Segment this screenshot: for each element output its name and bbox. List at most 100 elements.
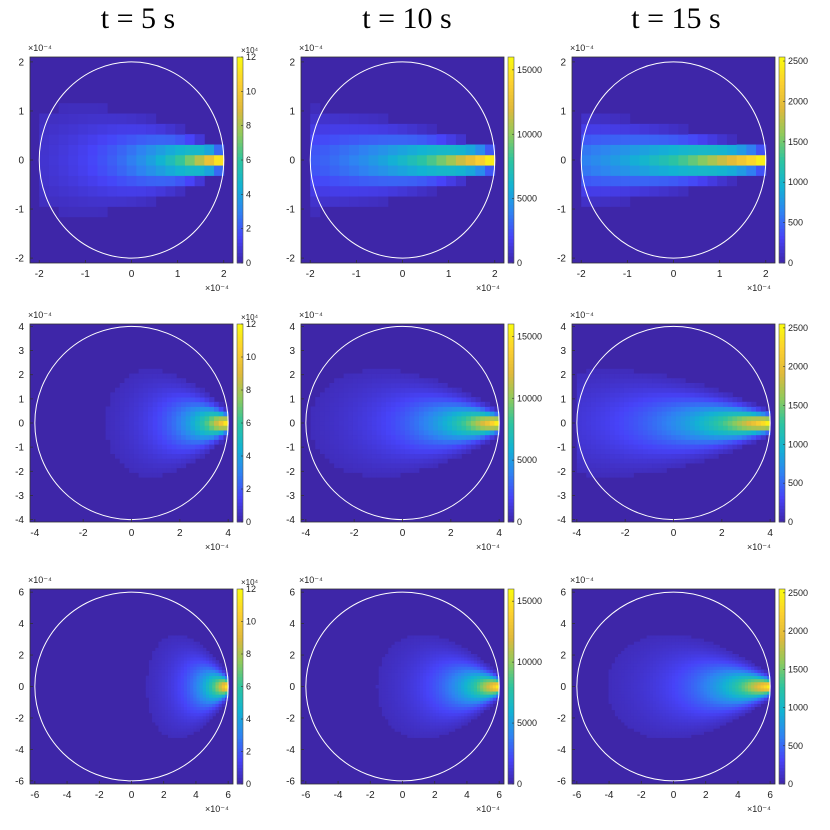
heatmap-cell <box>461 411 467 417</box>
heatmap-cell <box>640 657 644 661</box>
heatmap-cell <box>190 448 196 455</box>
heatmap-cell <box>174 672 178 677</box>
heatmap-cell <box>394 644 399 649</box>
heatmap-cell <box>400 654 405 658</box>
colorbar-segment <box>508 449 514 454</box>
heatmap-cell <box>164 684 169 689</box>
heatmap-cell <box>161 709 166 714</box>
heatmap-cell <box>161 638 166 643</box>
heatmap-cell <box>451 709 456 714</box>
y-tick-label: -3 <box>15 491 24 502</box>
heatmap-cell <box>329 411 335 417</box>
heatmap-cell <box>608 672 613 677</box>
heatmap-cell <box>161 675 166 680</box>
heatmap-cell <box>467 712 472 717</box>
heatmap-cell <box>624 684 628 689</box>
heatmap-cell <box>133 397 139 403</box>
heatmap-cell <box>400 715 405 720</box>
heatmap-cell <box>429 663 434 667</box>
heatmap-cell <box>446 165 457 176</box>
colorbar-segment <box>508 166 514 171</box>
heatmap-cell <box>404 706 408 711</box>
heatmap-cell <box>175 134 186 145</box>
heatmap-cell <box>124 463 130 469</box>
colorbar-segment <box>237 350 243 355</box>
colorbar-segment <box>237 489 243 493</box>
heatmap-cell <box>451 691 456 695</box>
heatmap-cell <box>685 430 691 436</box>
colorbar-segment <box>237 166 243 171</box>
heatmap-cell <box>621 694 625 698</box>
heatmap-cell <box>433 378 439 384</box>
heatmap-cell <box>329 453 335 459</box>
heatmap-cell <box>457 647 462 652</box>
colorbar-segment <box>779 439 785 444</box>
heatmap-cell <box>78 165 89 176</box>
heatmap-cell <box>394 715 399 720</box>
heatmap-cell <box>183 734 188 738</box>
heatmap-cell <box>157 467 163 473</box>
heatmap-cell <box>394 663 399 667</box>
heatmap-cell <box>690 382 696 389</box>
heatmap-cell <box>423 688 427 692</box>
heatmap-cell <box>416 706 421 711</box>
heatmap-cell <box>395 439 401 445</box>
heatmap-cell <box>419 411 425 417</box>
heatmap-cell <box>426 712 430 717</box>
heatmap-cell <box>116 185 128 197</box>
heatmap-cell <box>649 165 660 176</box>
heatmap-cell <box>760 406 766 412</box>
heatmap-cell <box>680 463 686 469</box>
heatmap-cell <box>310 406 316 412</box>
colorbar-segment <box>237 132 243 137</box>
x-tick-label: 0 <box>129 790 135 801</box>
heatmap-cell <box>357 373 363 379</box>
heatmap-cell <box>177 681 182 686</box>
heatmap-cell <box>619 439 625 445</box>
heatmap-cell <box>713 448 719 455</box>
heatmap-cell <box>661 382 667 389</box>
heatmap-cell <box>464 669 468 673</box>
heatmap-cell <box>68 144 79 156</box>
heatmap-cell <box>209 444 215 450</box>
heatmap-cell <box>407 641 411 646</box>
heatmap-cell <box>633 382 639 389</box>
heatmap-cell <box>419 681 424 686</box>
heatmap-cell <box>435 675 440 680</box>
heatmap-cell <box>124 406 130 412</box>
heatmap-cell <box>343 439 349 445</box>
heatmap-cell <box>152 700 156 704</box>
heatmap-cell <box>637 715 641 720</box>
heatmap-cell <box>627 660 632 664</box>
heatmap-cell <box>390 430 396 436</box>
colorbar-segment <box>237 673 243 678</box>
colorbar-segment <box>508 142 514 147</box>
heatmap-cell <box>694 387 700 393</box>
colorbar-segment <box>508 353 514 358</box>
heatmap-cell <box>214 165 225 176</box>
heatmap-cell <box>148 694 153 698</box>
heatmap-cell <box>633 644 638 649</box>
heatmap-cell <box>442 415 448 422</box>
heatmap-cell <box>386 434 392 440</box>
heatmap-cell <box>158 712 163 717</box>
y-tick-label: 0 <box>18 682 24 693</box>
heatmap-cell <box>618 709 622 714</box>
heatmap-cell <box>186 703 191 707</box>
colorbar-segment <box>237 479 243 483</box>
colorbar-segment <box>779 479 785 483</box>
heatmap-cell <box>647 439 653 445</box>
colorbar-segment <box>237 650 243 655</box>
heatmap-cell <box>485 406 491 412</box>
colorbar-segment <box>237 735 243 739</box>
heatmap-cell <box>196 709 201 714</box>
heatmap-cell <box>190 675 194 680</box>
heatmap-cell <box>419 672 424 677</box>
heatmap-cell <box>451 650 456 655</box>
colorbar-segment <box>779 63 785 68</box>
heatmap-cell <box>409 401 415 407</box>
heatmap-cell <box>199 675 204 680</box>
heatmap-cell <box>489 415 495 422</box>
heatmap-cell <box>397 722 402 726</box>
